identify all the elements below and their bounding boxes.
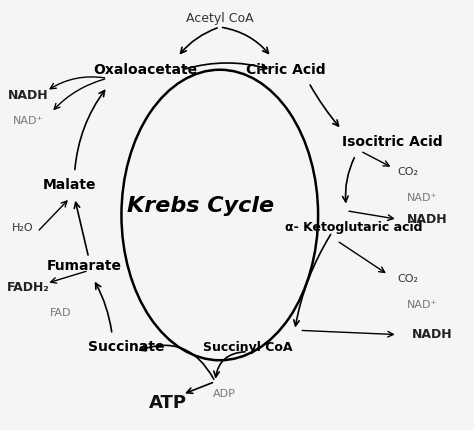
Text: FADH₂: FADH₂ [7, 281, 49, 294]
Text: Isocitric Acid: Isocitric Acid [341, 135, 442, 149]
Text: NAD⁺: NAD⁺ [407, 300, 438, 310]
Text: FAD: FAD [50, 308, 71, 318]
Text: Fumarate: Fumarate [46, 259, 121, 273]
Text: CO₂: CO₂ [398, 167, 419, 177]
Text: NADH: NADH [8, 89, 48, 102]
Text: NADH: NADH [412, 328, 452, 341]
Text: Oxaloacetate: Oxaloacetate [93, 63, 197, 77]
Text: Citric Acid: Citric Acid [246, 63, 325, 77]
Text: CO₂: CO₂ [398, 274, 419, 284]
Text: Malate: Malate [43, 178, 97, 192]
Text: ATP: ATP [149, 394, 187, 412]
Text: NAD⁺: NAD⁺ [407, 193, 438, 203]
Text: Succinyl CoA: Succinyl CoA [203, 341, 292, 354]
Text: ADP: ADP [213, 390, 236, 399]
Text: Succinate: Succinate [88, 341, 164, 354]
Text: NAD⁺: NAD⁺ [13, 116, 43, 126]
Text: Krebs Cycle: Krebs Cycle [128, 197, 274, 216]
Text: α- Ketoglutaric acid: α- Ketoglutaric acid [285, 221, 423, 234]
Text: H₂O: H₂O [12, 223, 34, 233]
Text: Acetyl CoA: Acetyl CoA [186, 12, 254, 25]
Text: NADH: NADH [407, 213, 447, 226]
